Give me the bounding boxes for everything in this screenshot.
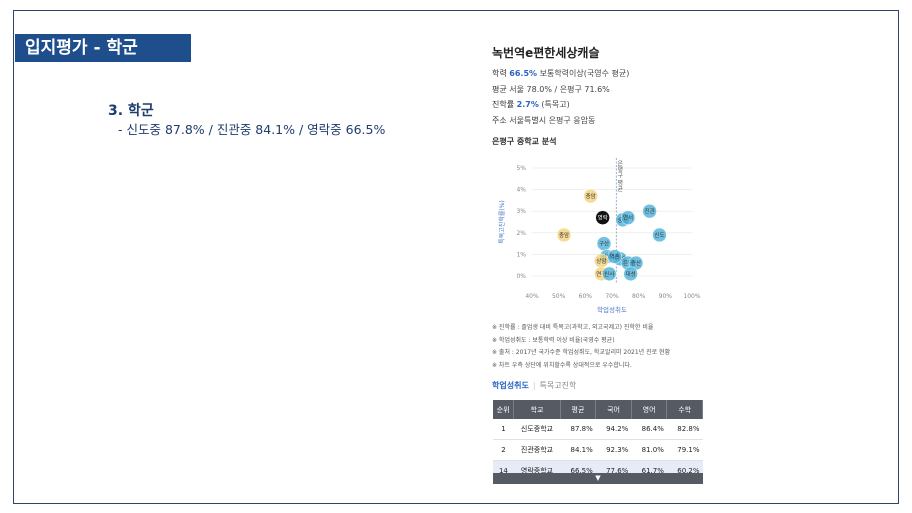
- header-school: 학교: [513, 400, 561, 419]
- data-point-label: 상암: [596, 257, 606, 265]
- data-point-label: 연천: [596, 270, 606, 278]
- info-row-address: 주소 서울특별시 은평구 응암동: [492, 116, 596, 125]
- data-point-label: 충암: [586, 192, 596, 200]
- data-point: [595, 210, 610, 225]
- note-line: ※ 출처 : 2017년 국가수준 학업성취도, 학교알리미 2021년 진로 …: [492, 349, 671, 356]
- data-point-label: 진관: [645, 207, 655, 215]
- expand-more-button[interactable]: ▼: [493, 473, 703, 484]
- data-point: [602, 266, 617, 282]
- average-line-label: 은평구 평균: [616, 160, 623, 192]
- y-tick-label: 0%: [516, 273, 526, 280]
- chart-title: 은평구 중학교 분석: [492, 137, 557, 146]
- data-point-label: 연서: [623, 214, 633, 222]
- data-point-label: 역촌: [610, 253, 620, 261]
- x-tick-label: 50%: [552, 293, 566, 300]
- x-tick-label: 70%: [605, 293, 619, 300]
- table-row[interactable]: 2 진관중학교 84.1% 92.3% 81.0% 79.1%: [493, 439, 703, 461]
- data-point-label: 영락: [598, 214, 608, 222]
- header-average: 평균: [560, 400, 597, 419]
- y-axis-label: 특목고진학률(%): [498, 200, 506, 244]
- x-tick-label: 80%: [632, 293, 646, 300]
- data-point: [642, 203, 657, 219]
- table-header-row: 순위 학교 평균 국어 영어 수학: [493, 400, 703, 419]
- data-point: [583, 188, 598, 204]
- x-tick-label: 40%: [525, 293, 539, 300]
- apartment-name: 녹번역e편한세상캐슬: [492, 46, 600, 60]
- x-tick-label: 100%: [683, 293, 700, 300]
- note-line: ※ 학업성취도 : 보통학력 이상 비율(국영수 평균): [492, 336, 615, 344]
- note-line: ※ 진학률 : 졸업생 대비 특목고(과학고, 외고국제고) 진학한 비율: [492, 324, 654, 331]
- chevron-down-icon: ▼: [595, 474, 601, 482]
- section-detail: - 신도중 87.8% / 진관중 84.1% / 영락중 66.5%: [118, 122, 386, 137]
- info-row-advancement: 진학률 2.7% (특목고): [492, 100, 570, 109]
- data-point-label: 구산: [599, 240, 609, 248]
- data-point: [607, 249, 622, 264]
- data-point-label: 충암: [559, 231, 569, 239]
- scatter-chart: 0% 1% 2% 3% 4% 5% 40% 50% 60% 70% 80% 90% 100% 은평구 평균…: [498, 158, 701, 314]
- x-axis-label: 학업성취도: [597, 305, 627, 314]
- data-point-label: 신사: [604, 270, 614, 278]
- tab-special-high[interactable]: 특목고진학: [539, 381, 577, 390]
- x-tick-label: 90%: [659, 293, 673, 300]
- y-tick-label: 2%: [516, 230, 526, 237]
- header-math: 수학: [666, 400, 703, 419]
- header-rank: 순위: [493, 400, 515, 419]
- table-row[interactable]: 1 신도중학교 87.8% 94.2% 86.4% 82.8%: [493, 419, 703, 440]
- info-row-average: 평균 서울 78.0% / 은평구 71.6%: [492, 85, 610, 94]
- data-point: [623, 266, 638, 282]
- note-line: ※ 차트 우측 상단에 위치할수록 상대적으로 우수합니다.: [492, 361, 632, 369]
- header-english: 영어: [631, 400, 668, 419]
- data-point: [652, 227, 667, 243]
- ranking-tabs: 학업성취도 | 특목고진학: [492, 381, 577, 390]
- info-row-academic: 학력 66.5% 보통학력이상(국영수 평균): [492, 69, 630, 78]
- y-tick-label: 4%: [516, 187, 526, 194]
- y-tick-label: 1%: [516, 251, 526, 258]
- data-point: [620, 210, 636, 225]
- y-tick-label: 3%: [516, 208, 526, 215]
- slide-frame: [13, 10, 899, 504]
- x-tick-label: 60%: [579, 293, 593, 300]
- ranking-table: 순위 학교 평균 국어 영어 수학 1 신도중학교 87.8% 94.2% 86…: [493, 400, 703, 482]
- data-point-label: 대성: [626, 270, 636, 278]
- tab-academic[interactable]: 학업성취도: [492, 381, 529, 390]
- y-tick-label: 5%: [516, 165, 526, 172]
- chart-notes: ※ 진학률 : 졸업생 대비 특목고(과학고, 외고국제고) 진학한 비율 ※ …: [492, 322, 670, 372]
- header-korean: 국어: [595, 400, 632, 419]
- data-point-label: 증산: [631, 259, 641, 267]
- data-point-label: 신도: [654, 231, 664, 239]
- data-point-label: 은평: [623, 260, 633, 267]
- section-heading: 3. 학군: [108, 103, 154, 119]
- data-point: [556, 227, 572, 243]
- slide-title: 입지평가 - 학군: [15, 34, 191, 62]
